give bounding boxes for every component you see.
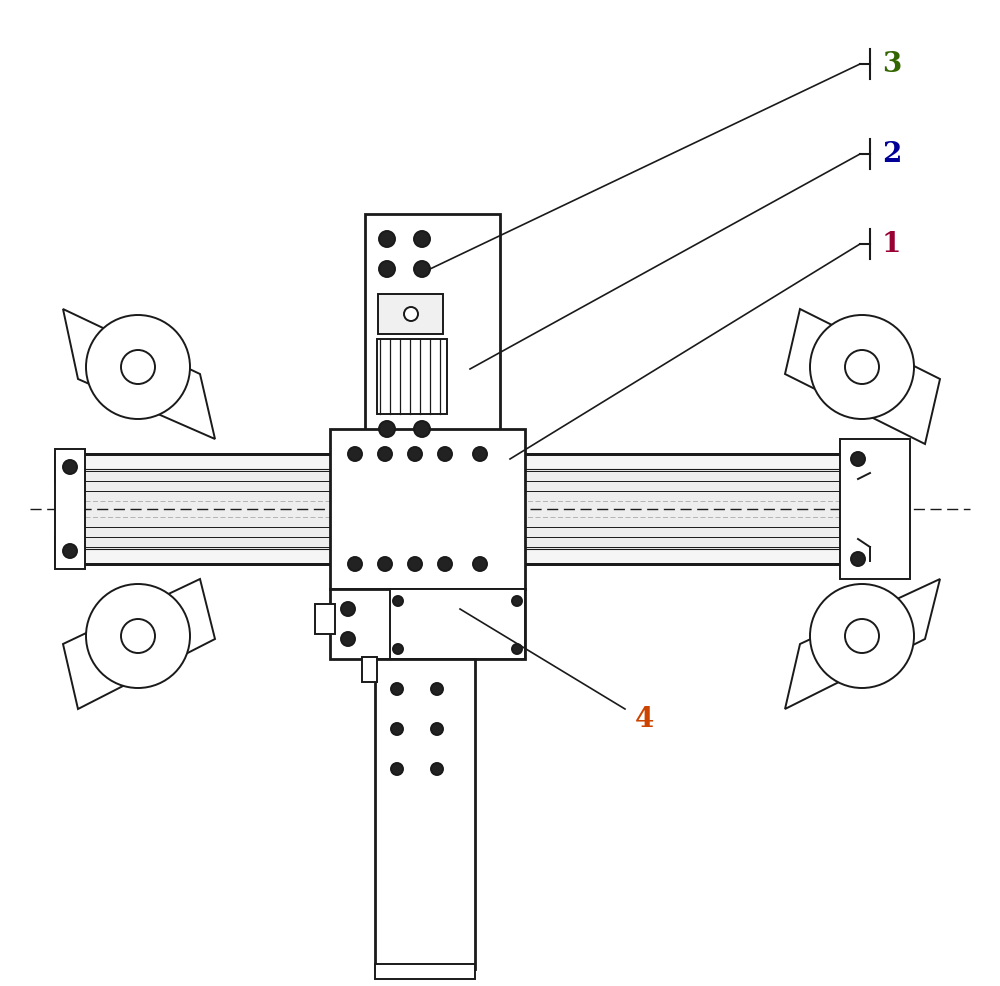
Bar [377, 339, 447, 414]
Circle shape [121, 351, 155, 385]
Circle shape [431, 763, 443, 775]
Circle shape [348, 557, 362, 572]
Text: 4: 4 [635, 706, 654, 733]
Bar [390, 590, 525, 660]
Circle shape [404, 308, 418, 321]
Bar [55, 469, 900, 549]
Circle shape [845, 619, 879, 654]
Circle shape [341, 602, 355, 616]
Polygon shape [785, 310, 940, 445]
Circle shape [408, 557, 422, 572]
Circle shape [379, 422, 395, 438]
Circle shape [438, 448, 452, 461]
Circle shape [810, 585, 914, 688]
Circle shape [393, 597, 403, 606]
Circle shape [414, 422, 430, 438]
Circle shape [63, 544, 77, 558]
Bar [840, 440, 910, 580]
Circle shape [512, 644, 522, 655]
Bar [330, 430, 525, 590]
Circle shape [341, 632, 355, 647]
Circle shape [414, 232, 430, 247]
Circle shape [391, 724, 403, 736]
Circle shape [851, 552, 865, 566]
Circle shape [86, 316, 190, 420]
Circle shape [431, 724, 443, 736]
Polygon shape [63, 580, 215, 709]
Bar [55, 455, 900, 482]
Circle shape [438, 557, 452, 572]
Circle shape [379, 261, 395, 278]
Bar [330, 590, 525, 660]
Circle shape [512, 597, 522, 606]
Bar [365, 440, 385, 469]
Circle shape [393, 644, 403, 655]
Circle shape [63, 460, 77, 474]
Bar [55, 536, 900, 564]
Polygon shape [63, 310, 215, 440]
Circle shape [431, 683, 443, 695]
Circle shape [378, 448, 392, 461]
Circle shape [86, 585, 190, 688]
Circle shape [810, 316, 914, 420]
Circle shape [121, 619, 155, 654]
Circle shape [414, 261, 430, 278]
Circle shape [348, 448, 362, 461]
Circle shape [851, 453, 865, 466]
Text: 1: 1 [882, 232, 901, 258]
Bar [365, 215, 500, 495]
Circle shape [408, 448, 422, 461]
Polygon shape [785, 580, 940, 709]
Circle shape [391, 683, 403, 695]
Bar [373, 495, 391, 525]
Circle shape [379, 232, 395, 247]
Text: 3: 3 [882, 51, 901, 79]
Bar [55, 450, 85, 570]
Circle shape [473, 448, 487, 461]
Bar [378, 295, 443, 334]
Bar [362, 658, 377, 682]
Circle shape [845, 351, 879, 385]
Bar [375, 660, 475, 969]
Bar [315, 604, 335, 634]
Text: 2: 2 [882, 141, 901, 169]
Circle shape [378, 557, 392, 572]
Circle shape [391, 763, 403, 775]
Bar [375, 964, 475, 979]
Circle shape [473, 557, 487, 572]
